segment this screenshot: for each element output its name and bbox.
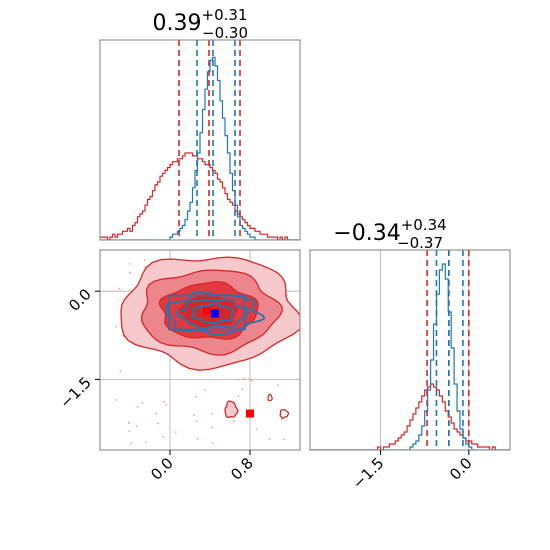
joint-panel: 0.0 0.8 −1.5 0.0 <box>56 249 301 484</box>
marginal-y-xtick-label-0: −1.5 <box>349 454 387 492</box>
joint-scatter-point <box>195 395 198 398</box>
joint-red-island-2 <box>279 409 290 419</box>
marginal-x-title-sub: −0.30 <box>202 24 248 42</box>
marginal-x-title-sup: +0.31 <box>202 6 248 24</box>
joint-scatter-point <box>128 262 131 265</box>
marginal-y-title-sub: −0.37 <box>397 234 443 252</box>
joint-scatter-point <box>119 370 122 372</box>
joint-scatter-point <box>118 287 121 290</box>
joint-scatter-point <box>212 442 215 445</box>
joint-scatter-point <box>255 428 258 431</box>
joint-scatter-point <box>193 414 195 417</box>
joint-scatter-point <box>250 379 253 382</box>
joint-scatter-point <box>129 271 131 274</box>
marginal-x-red-histogram <box>100 152 300 240</box>
marginal-y-blue-histogram <box>310 263 510 450</box>
marginal-y-xtick-label-1: 0.0 <box>446 454 476 484</box>
joint-ytick-label-1: 0.0 <box>65 285 95 315</box>
joint-scatter-point <box>115 325 118 328</box>
joint-scatter-point <box>237 395 240 398</box>
marginal-y-title-sup: +0.34 <box>401 216 447 234</box>
joint-blue-box-contour <box>168 294 246 331</box>
joint-scatter-point <box>155 412 158 415</box>
joint-scatter-point <box>196 420 199 423</box>
joint-scatter-point <box>144 441 147 444</box>
joint-scatter-point <box>236 378 239 381</box>
joint-blue-marker-0 <box>211 309 219 318</box>
joint-blue-contour-3 <box>191 302 235 324</box>
joint-scatter-point <box>143 259 146 262</box>
joint-scatter-point <box>280 418 283 421</box>
marginal-y-red-histogram <box>310 383 510 450</box>
joint-scatter-point <box>241 388 244 390</box>
marginal-x-frame <box>99 39 301 241</box>
marginal-y-frame <box>309 249 511 451</box>
joint-scatter-point <box>211 426 214 429</box>
joint-red-marker-1 <box>246 409 254 418</box>
joint-red-island-3 <box>267 393 273 402</box>
marginal-y-title: −0.34+0.34 −0.37 <box>333 216 446 252</box>
joint-scatter-point <box>203 389 206 391</box>
marginal-y-plot-area <box>310 250 510 450</box>
joint-scatter-point <box>115 399 118 401</box>
joint-red-marker-0 <box>203 307 211 316</box>
marginal-y-panel: −0.34+0.34 −0.37 −1.5 0.0 <box>309 216 511 493</box>
marginal-x-title: 0.39+0.31 −0.30 <box>153 6 248 42</box>
joint-scatter-point <box>162 436 164 438</box>
joint-scatter-point <box>130 442 132 445</box>
joint-scatter-point <box>174 431 177 434</box>
joint-scatter-point <box>268 438 271 441</box>
joint-scatter-point <box>165 403 168 406</box>
joint-scatter-point <box>232 419 235 422</box>
joint-scatter-point <box>141 402 144 404</box>
marginal-y-title-value: −0.34 <box>333 221 400 246</box>
joint-xtick-label-0: 0.0 <box>147 454 177 484</box>
joint-scatter-point <box>135 425 138 428</box>
marginal-x-blue-histogram <box>100 56 300 240</box>
joint-xtick-label-1: 0.8 <box>227 454 257 484</box>
marginal-x-panel: 0.39+0.31 −0.30 <box>99 6 301 241</box>
joint-scatter-point <box>210 412 213 415</box>
joint-scatter-point <box>128 430 131 433</box>
joint-scatter-point <box>286 294 288 296</box>
joint-plot-area <box>115 256 300 445</box>
joint-scatter-point <box>283 438 285 441</box>
marginal-x-title-value: 0.39 <box>153 11 202 36</box>
joint-scatter-point <box>243 377 245 380</box>
joint-scatter-point <box>196 438 199 440</box>
marginal-y-ticks: −1.5 0.0 <box>349 450 476 493</box>
joint-red-island-1 <box>224 400 239 419</box>
marginal-x-plot-area <box>100 40 300 240</box>
joint-scatter-point <box>248 377 251 380</box>
joint-frame <box>99 249 301 451</box>
joint-scatter-point <box>277 384 280 387</box>
joint-scatter-point <box>157 422 159 425</box>
joint-scatter-point <box>127 422 130 424</box>
joint-blue-contour-2 <box>174 298 250 330</box>
joint-ytick-label-0: −1.5 <box>56 374 94 412</box>
joint-scatter-point <box>162 400 165 403</box>
joint-scatter-point <box>136 405 139 408</box>
